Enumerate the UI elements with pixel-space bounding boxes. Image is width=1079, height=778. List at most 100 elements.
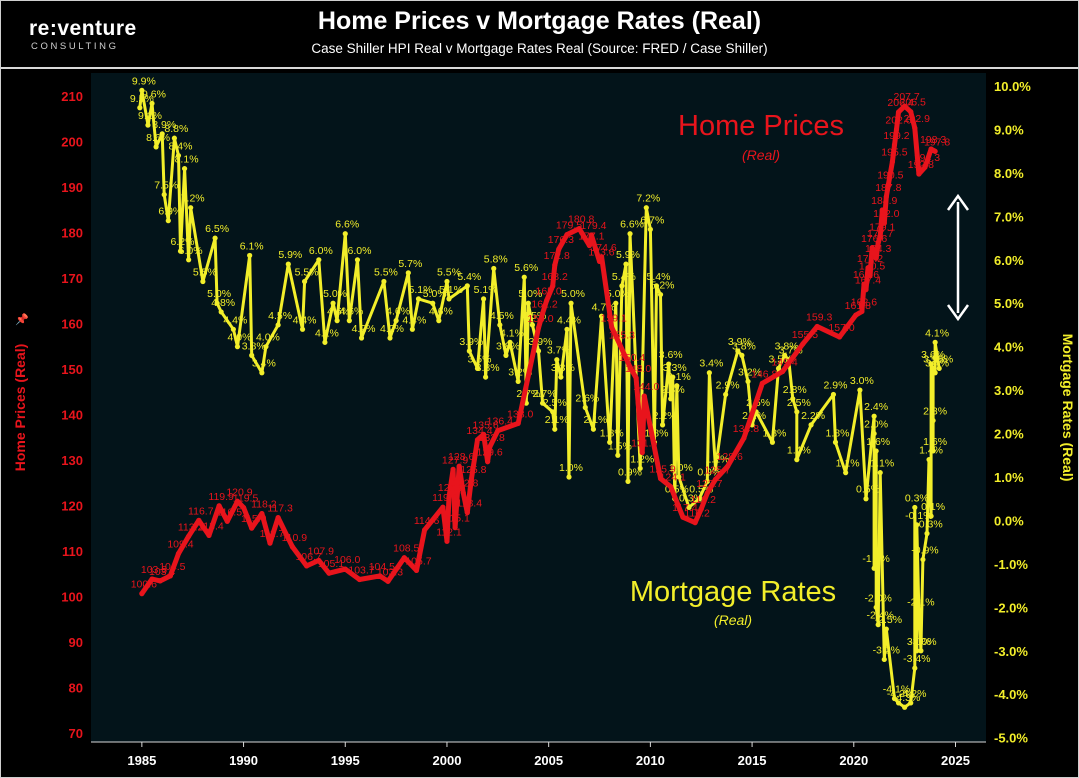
mortgage-rate-data-label: 3.3% — [476, 362, 500, 374]
home-price-data-label: 117.3 — [267, 503, 293, 515]
mortgage-rate-point — [181, 165, 188, 172]
home-price-data-label: 115.1 — [444, 513, 470, 525]
mortgage-rate-data-label: 6.6% — [620, 219, 644, 231]
home-price-data-label: 187.8 — [875, 182, 901, 194]
mortgage-rate-data-label: 2.8% — [783, 384, 807, 396]
home-price-data-label: 115.0 — [241, 513, 267, 525]
home-price-data-label: 127.9 — [442, 454, 468, 466]
mortgage-rate-data-label: 8.9% — [152, 119, 176, 131]
home-price-point — [698, 506, 704, 512]
mortgage-rate-point — [153, 144, 159, 150]
mortgage-rate-point — [916, 609, 922, 615]
mortgage-rate-data-label: 6.0% — [179, 245, 203, 257]
home-price-point — [932, 148, 938, 154]
home-price-point — [535, 325, 542, 331]
home-price-data-label: 155.3 — [609, 330, 635, 342]
mortgage-rate-data-label: 4.6% — [429, 306, 453, 318]
mortgage-rate-data-label: 5.0% — [423, 288, 447, 300]
home-price-data-label: 136.4 — [487, 416, 513, 428]
mortgage-rate-data-label: 2.9% — [823, 379, 847, 391]
home-price-data-label: 197.8 — [924, 136, 950, 148]
mortgage-rate-point — [387, 335, 393, 341]
mortgage-rate-point — [920, 556, 926, 563]
mortgage-rate-point — [627, 231, 633, 237]
home-price-data-label: 113.2 — [178, 521, 204, 533]
right-axis-tick-label: 5.0% — [994, 296, 1024, 311]
mortgage-rate-data-label: 3.9% — [459, 336, 483, 348]
home-price-data-label: 146.8 — [751, 368, 777, 380]
dual-axis-line-chart: 70 80 90 100 110 120 130 140 150 160 170 180 190 200 2… — [12, 73, 1076, 768]
mortgage-rate-point — [676, 474, 682, 480]
left-axis-tick-label: 130 — [61, 453, 83, 468]
mortgage-rate-data-label: 1.5% — [608, 440, 632, 452]
home-price-data-label: 125.8 — [460, 464, 486, 476]
home-price-data-label: 120.9 — [226, 486, 252, 498]
plot-area — [91, 73, 986, 742]
home-price-point — [556, 246, 562, 252]
home-price-data-label: 131.6 — [631, 438, 657, 450]
mortgage-rate-point — [930, 365, 936, 372]
home-price-data-label: 107.9 — [308, 545, 334, 557]
mortgage-rate-point — [550, 409, 556, 415]
mortgage-rate-data-label: 1.8% — [826, 427, 850, 439]
home-price-data-label: 111.7 — [260, 528, 285, 540]
home-price-data-label: 116.5 — [217, 506, 243, 518]
mortgage-rate-data-label: -2.0% — [864, 592, 891, 604]
mortgage-rate-point — [230, 326, 236, 332]
mortgage-rate-point — [843, 470, 849, 476]
home-price-point — [873, 255, 879, 261]
home-price-point — [800, 341, 806, 347]
mortgage-rate-point — [186, 257, 192, 263]
home-price-data-label: 177.7 — [867, 228, 893, 240]
mortgage-rate-data-label: 1.2% — [705, 453, 729, 465]
mortgage-rate-data-label: 1.0% — [669, 462, 693, 474]
right-axis-tick-label: 1.0% — [994, 470, 1024, 485]
mortgage-rate-point — [145, 122, 151, 128]
mortgage-rate-data-label: 4.2% — [352, 323, 376, 335]
home-price-data-label: 194.3 — [914, 152, 940, 164]
mortgage-rate-point — [666, 361, 672, 367]
mortgage-rate-point — [503, 352, 509, 358]
mortgage-rate-point — [623, 261, 629, 267]
home-price-data-label: 118.2 — [251, 499, 277, 511]
home-price-point — [627, 364, 633, 370]
mortgage-rate-data-label: 3.8% — [775, 340, 799, 352]
mortgage-rate-data-label: 4.5% — [268, 310, 292, 322]
home-price-point — [167, 573, 173, 579]
home-price-point — [922, 164, 928, 170]
home-price-point — [564, 231, 570, 238]
mortgage-rate-point — [598, 313, 605, 319]
mortgage-rate-data-label: 2.5% — [543, 397, 567, 409]
home-price-point — [598, 254, 605, 260]
mortgage-rate-point — [393, 318, 399, 324]
mortgage-rate-data-label: 1.2% — [630, 453, 654, 465]
pin-icon[interactable]: 📌 — [15, 314, 29, 326]
left-axis-tick-label: 180 — [61, 225, 83, 240]
home-price-data-label: 173.6 — [588, 246, 614, 258]
home-price-data-label: 159.1 — [601, 312, 627, 324]
mortgage-rate-point — [507, 339, 513, 345]
mortgage-rate-point — [491, 265, 497, 272]
home-price-data-label: 125.9 — [649, 463, 675, 475]
mortgage-rate-data-label: 5.0% — [518, 288, 542, 300]
x-axis-tick-label: 2010 — [636, 753, 665, 768]
mortgage-rate-point — [924, 530, 930, 537]
home-price-point — [869, 245, 875, 251]
right-axis-tick-label: 7.0% — [994, 209, 1024, 224]
home-price-point — [859, 308, 865, 315]
mortgage-rate-point — [918, 648, 924, 654]
home-price-data-label: 112.1 — [436, 526, 462, 538]
home-price-point — [149, 576, 155, 582]
mortgage-rate-data-label: 4.1% — [315, 327, 339, 339]
home-price-data-label: 162.2 — [531, 298, 557, 310]
home-price-point — [853, 312, 859, 318]
mortgage-rate-point — [564, 326, 570, 332]
mortgage-rate-point — [912, 504, 918, 511]
mortgage-rate-point — [552, 426, 558, 432]
mortgage-rate-data-label: 4.4% — [402, 314, 426, 326]
home-price-data-label: 149.4 — [771, 357, 797, 369]
mortgage-rate-point — [234, 344, 241, 350]
home-price-data-label: 117.4 — [672, 502, 698, 514]
mortgage-rate-data-label: -4.1% — [883, 684, 910, 696]
mortgage-rate-point — [782, 352, 788, 358]
